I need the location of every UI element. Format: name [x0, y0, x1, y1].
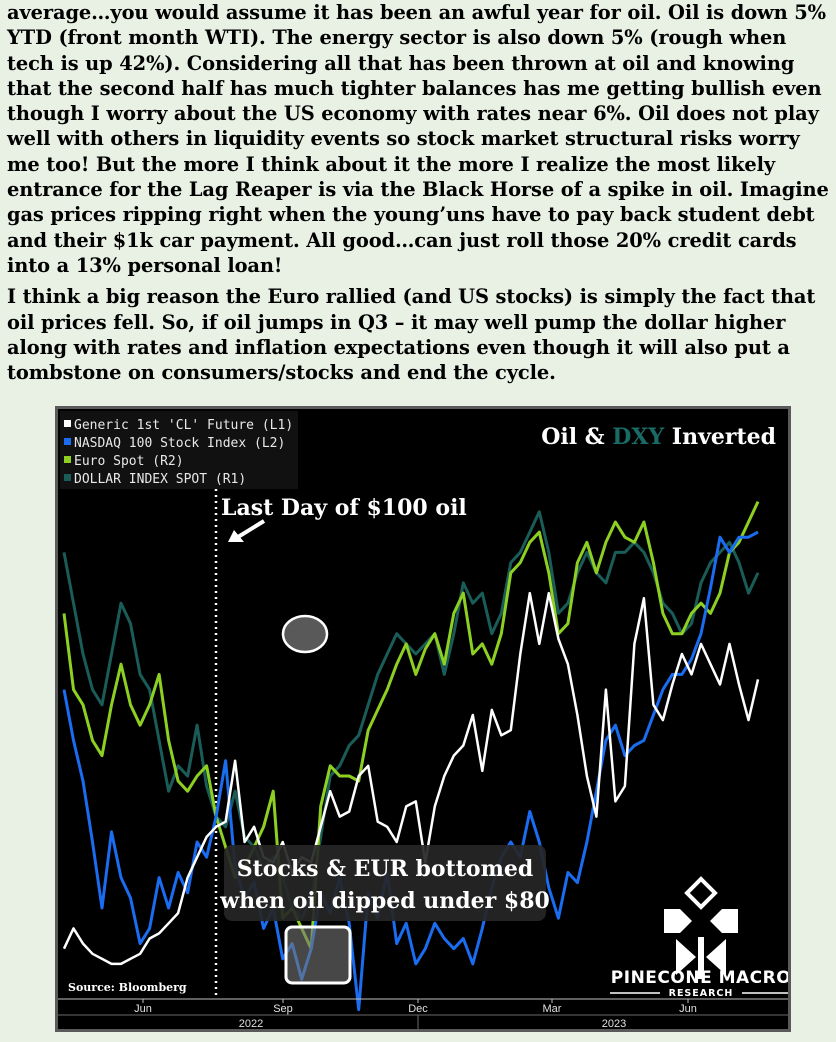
x-axis: Jun Sep Dec Mar Jun 2022 2023 [134, 999, 697, 1029]
legend-label-oil: Generic 1st 'CL' Future (L1) [74, 418, 293, 433]
highlight-box [284, 925, 352, 985]
legend-swatch-euro [64, 456, 71, 463]
chart-svg: Generic 1st 'CL' Future (L1) NASDAQ 100 … [58, 411, 788, 1029]
dxy-series-line [62, 510, 760, 920]
legend-swatch-dxy [64, 474, 71, 481]
legend-swatch-oil [64, 420, 71, 427]
legend-label-dxy: DOLLAR INDEX SPOT (R1) [74, 472, 246, 487]
chart-title-part-2: DXY [612, 424, 664, 450]
legend: Generic 1st 'CL' Future (L1) NASDAQ 100 … [60, 411, 298, 489]
legend-label-nasdaq: NASDAQ 100 Stock Index (L2) [74, 436, 285, 451]
series-layer [62, 500, 760, 1012]
pinecone-logo-icon [664, 876, 738, 979]
highlight-ellipse [281, 614, 329, 654]
euro-series-line [62, 500, 760, 951]
chart-source: Source: Bloomberg [68, 981, 187, 994]
chart-title-part-3: Inverted [664, 424, 776, 450]
legend-label-euro: Euro Spot (R2) [74, 454, 184, 469]
x-tick-label: Jun [134, 1003, 152, 1015]
x-year-label: 2022 [239, 1018, 263, 1029]
annotation-box-line-1: Stocks & EUR bottomed [237, 856, 534, 882]
article-paragraph-1: average…you would assume it has been an … [7, 1, 829, 277]
oil-series-line [62, 591, 760, 966]
arrow-icon [228, 519, 266, 542]
article-paragraph-2: I think a big reason the Euro rallied (a… [7, 285, 816, 385]
annotation-box-line-2: when oil dipped under $80 [219, 888, 550, 914]
x-tick-label: Sep [273, 1003, 293, 1015]
x-tick-label: Mar [543, 1003, 562, 1015]
nasdaq-series-line [62, 530, 759, 1012]
chart-title: Oil & DXY Inverted [541, 424, 776, 450]
x-tick-label: Jun [679, 1003, 697, 1015]
article-text: average…you would assume it has been an … [7, 0, 833, 391]
chart-frame: Generic 1st 'CL' Future (L1) NASDAQ 100 … [55, 406, 791, 1032]
legend-background [60, 411, 298, 489]
x-year-label: 2023 [602, 1018, 626, 1029]
legend-swatch-nasdaq [64, 438, 71, 445]
logo-name: PINECONE MACRO [611, 968, 788, 988]
chart-title-part-1: Oil & [541, 424, 612, 450]
logo-subtitle: RESEARCH [669, 988, 734, 999]
annotation-box [224, 845, 546, 921]
annotation-last-day-oil: Last Day of $100 oil [221, 495, 467, 521]
x-tick-label: Dec [408, 1003, 428, 1015]
